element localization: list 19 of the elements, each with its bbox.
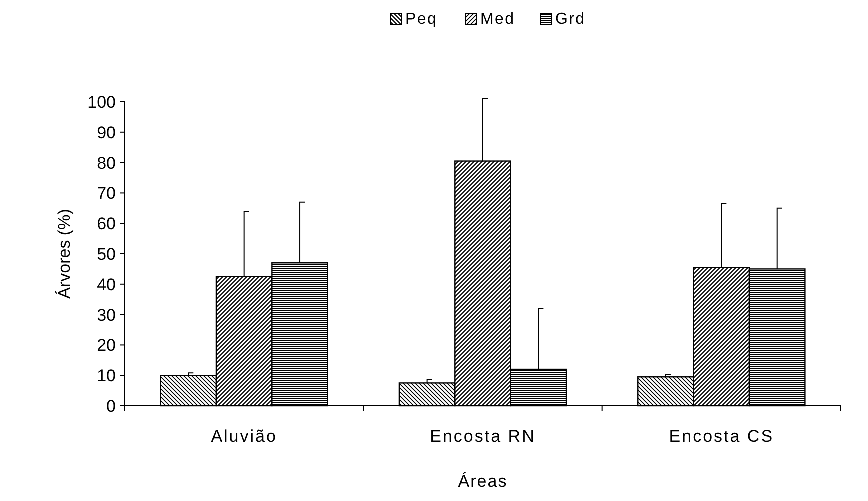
y-tick-label: 0: [106, 396, 116, 416]
y-tick-label: 70: [97, 184, 116, 204]
x-axis-title: Áreas: [458, 472, 508, 491]
y-tick-label: 90: [97, 123, 116, 142]
x-tick-label: Aluvião: [211, 427, 278, 446]
x-tick-label: Encosta CS: [669, 427, 774, 446]
y-tick-label: 10: [97, 366, 116, 386]
y-tick-label: 50: [97, 244, 116, 264]
y-tick-label: 80: [97, 154, 116, 173]
y-tick-label: 100: [88, 92, 116, 112]
legend-label: Peq: [406, 11, 438, 28]
legend-label: Med: [480, 11, 516, 28]
legend-label: Grd: [556, 11, 586, 28]
y-tick-label: 20: [97, 336, 116, 356]
y-axis-title: Árvores (%): [55, 209, 74, 299]
y-tick-label: 60: [97, 214, 116, 234]
y-tick-label: 30: [97, 306, 116, 325]
y-tick-label: 40: [97, 275, 116, 294]
x-tick-label: Encosta RN: [430, 427, 536, 446]
